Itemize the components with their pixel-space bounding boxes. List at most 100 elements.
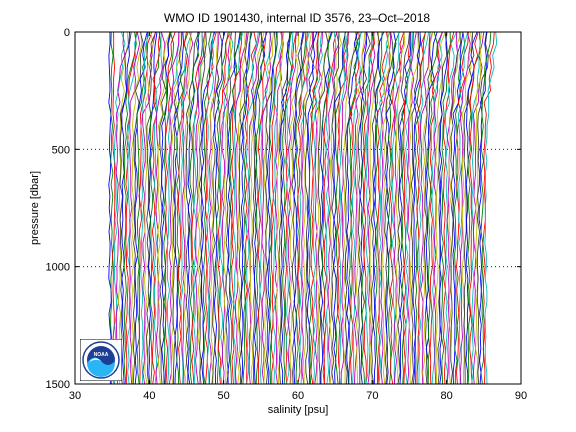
salinity-profile-line <box>117 31 129 385</box>
salinity-profile-line <box>155 31 166 385</box>
salinity-profile-line <box>357 31 371 384</box>
salinity-profile-line <box>304 32 315 385</box>
salinity-profile-line <box>335 31 346 385</box>
salinity-profile-line <box>457 31 469 385</box>
salinity-profile-line <box>344 31 359 385</box>
x-tick-label: 90 <box>515 390 527 402</box>
salinity-profile-line <box>284 31 297 385</box>
salinity-profile-line <box>310 31 320 385</box>
salinity-profile-line <box>242 31 251 385</box>
salinity-profile-line <box>348 31 363 385</box>
salinity-profile-line <box>255 31 265 385</box>
salinity-profile-line <box>356 31 366 385</box>
salinity-profile-line <box>244 31 257 385</box>
salinity-profile-line <box>142 31 156 385</box>
salinity-profile-line <box>232 31 244 385</box>
salinity-profile-line <box>274 31 284 385</box>
salinity-profile-line <box>268 31 278 385</box>
salinity-profile-line <box>374 31 383 385</box>
salinity-profile-line <box>251 31 264 385</box>
salinity-profile-line <box>465 31 478 384</box>
salinity-profile-line <box>257 31 267 384</box>
salinity-profile-line <box>475 31 482 385</box>
salinity-profile-line <box>405 31 414 385</box>
x-axis-label: salinity [psu] <box>268 404 329 416</box>
salinity-profile-line <box>249 31 265 385</box>
salinity-profile-line <box>385 31 397 385</box>
salinity-profile-line <box>195 31 206 385</box>
salinity-profile-line <box>276 31 285 385</box>
salinity-profile-line <box>209 31 219 385</box>
salinity-profile-line <box>469 31 479 385</box>
salinity-profile-line <box>384 31 394 385</box>
salinity-profile-line <box>376 31 389 385</box>
salinity-profile-line <box>448 31 462 385</box>
salinity-profile-line <box>476 31 489 385</box>
salinity-profile-line <box>287 31 297 385</box>
salinity-profile-line <box>263 31 274 385</box>
x-tick-label: 80 <box>441 390 453 402</box>
salinity-profile-line <box>140 31 150 385</box>
salinity-profile-line <box>452 31 464 385</box>
salinity-profile-line <box>308 31 319 385</box>
salinity-profile-line <box>316 31 330 384</box>
salinity-profile-line <box>115 31 126 385</box>
salinity-profile-line <box>180 31 193 385</box>
salinity-profile-line <box>440 31 451 385</box>
salinity-profile-line <box>478 31 487 385</box>
salinity-profile-line <box>231 32 242 385</box>
salinity-profile-line <box>312 31 323 385</box>
salinity-profile-line <box>113 31 126 385</box>
chart-title: WMO ID 1901430, internal ID 3576, 23–Oct… <box>164 11 430 25</box>
salinity-profile-line <box>151 31 161 385</box>
salinity-profile-line <box>325 31 337 385</box>
y-axis-label: pressure [dbar] <box>29 171 41 245</box>
salinity-profile-line <box>399 31 412 385</box>
salinity-profile-line <box>267 31 278 385</box>
salinity-profile-line <box>291 31 305 385</box>
salinity-profile-line <box>278 31 293 385</box>
salinity-profile-line <box>168 31 180 385</box>
salinity-profile-line <box>418 31 430 385</box>
y-tick-label: 0 <box>64 27 70 39</box>
salinity-profile-line <box>130 31 143 385</box>
y-tick-label: 1500 <box>46 379 70 391</box>
salinity-profile-line <box>176 31 189 385</box>
y-tick-label: 1000 <box>46 262 70 274</box>
salinity-profile-line <box>318 31 329 384</box>
salinity-profile-line <box>380 31 391 385</box>
salinity-profile-line <box>214 31 226 385</box>
salinity-profile-line <box>429 31 444 385</box>
salinity-profile-line <box>261 31 272 385</box>
x-tick-label: 60 <box>292 390 304 402</box>
salinity-profile-line <box>397 31 410 385</box>
salinity-profile-line <box>480 31 492 385</box>
salinity-profile-line <box>149 31 162 385</box>
salinity-profile-line <box>367 31 376 385</box>
salinity-profile-line <box>323 31 338 385</box>
salinity-profile-line <box>456 31 469 385</box>
salinity-profile-line <box>320 31 332 385</box>
salinity-profiles <box>108 31 498 385</box>
salinity-profile-line <box>134 31 148 385</box>
salinity-profile-line <box>382 31 391 385</box>
salinity-profile-line <box>208 31 219 385</box>
salinity-profile-line <box>187 31 200 385</box>
salinity-profile-line <box>229 31 242 385</box>
salinity-profile-line <box>337 31 349 385</box>
salinity-profile-line <box>410 31 420 385</box>
salinity-profile-line <box>389 31 405 385</box>
salinity-profile-line <box>184 31 192 385</box>
salinity-profile-line <box>293 31 304 385</box>
salinity-profile-line <box>408 31 419 385</box>
salinity-profile-line <box>420 31 434 385</box>
x-tick-label: 70 <box>366 390 378 402</box>
salinity-profile-line <box>302 31 312 384</box>
salinity-profile-line <box>369 31 380 385</box>
salinity-profile-line <box>431 31 443 385</box>
salinity-profile-line <box>314 31 323 385</box>
salinity-profile-line <box>435 31 446 385</box>
salinity-profile-line <box>108 31 112 385</box>
salinity-profile-line <box>280 31 291 385</box>
